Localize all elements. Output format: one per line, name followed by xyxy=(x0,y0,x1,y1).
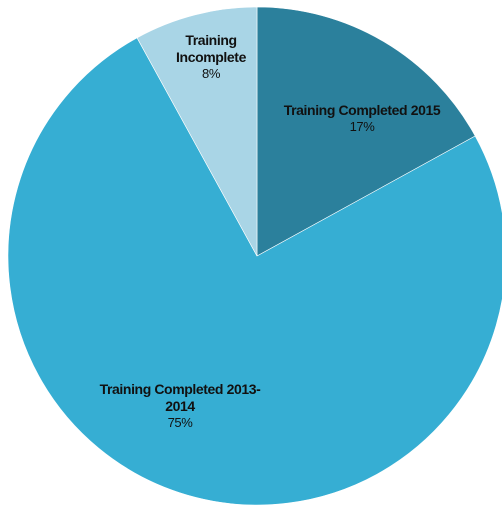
pie-slice xyxy=(7,37,502,506)
category-label: Training Incomplete xyxy=(176,32,246,65)
value-label: 75% xyxy=(167,415,193,430)
category-label: Training Completed 2015 xyxy=(283,102,441,118)
slice-label: Training Completed 2015 17% xyxy=(277,102,447,135)
category-label: Training Completed 2013-2014 xyxy=(99,381,261,414)
slice-label: Training Incomplete 8% xyxy=(164,32,259,82)
pie-slice xyxy=(136,6,258,257)
value-label: 8% xyxy=(202,66,220,81)
value-label: 17% xyxy=(349,119,375,134)
pie-slice xyxy=(256,6,476,257)
slice-label: Training Completed 2013-2014 75% xyxy=(95,381,265,431)
